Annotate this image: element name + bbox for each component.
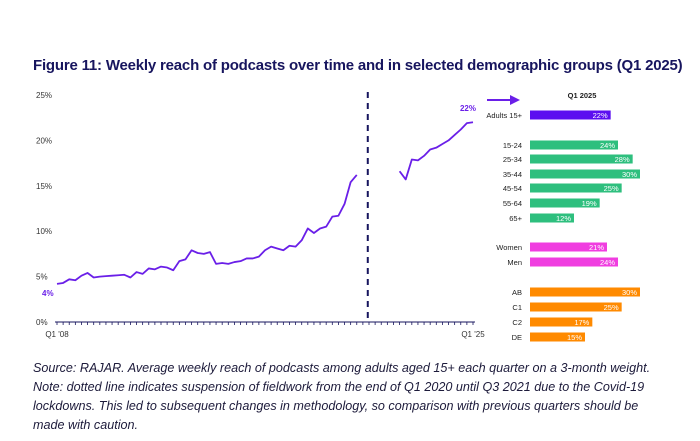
bar-category-label: C2 (512, 318, 522, 327)
bar-age-45-54 (530, 183, 622, 193)
series-line-adults-15plus-segment-1 (56, 174, 358, 285)
series-line-adults-15plus-segment-2 (398, 121, 474, 181)
y-tick-label: 5% (36, 273, 48, 282)
bar-value-label: 28% (615, 155, 630, 164)
bar-category-label: Men (507, 258, 522, 267)
bar-value-label: 15% (567, 333, 582, 342)
x-tick-label: Q1 '08 (45, 330, 69, 339)
bar-age-25-34 (530, 154, 633, 164)
bar-value-label: 25% (604, 184, 619, 193)
y-tick-label: 0% (36, 318, 48, 327)
bar-value-label: 24% (600, 258, 615, 267)
bar-age-55-64 (530, 198, 600, 208)
note-line-2: Note: dotted line indicates suspension o… (33, 380, 645, 394)
bar-category-label: 45-54 (503, 184, 522, 193)
bar-category-label: 15-24 (503, 141, 522, 150)
end-value-label: 22% (460, 104, 476, 113)
y-tick-label: 10% (36, 227, 52, 236)
x-tick-label: Q1 '25 (461, 330, 485, 339)
bar-value-label: 19% (582, 199, 597, 208)
y-tick-label: 15% (36, 182, 52, 191)
bar-category-label: DE (512, 333, 522, 342)
bar-gender-women (530, 242, 607, 252)
bar-total-adults-15- (530, 110, 611, 120)
note-line-3: lockdowns. This led to subsequent change… (33, 399, 639, 413)
note-line-4: made with caution. (33, 418, 139, 432)
arrow-head-icon (510, 95, 520, 105)
bar-category-label: 65+ (509, 214, 522, 223)
bar-value-label: 24% (600, 141, 615, 150)
bar-value-label: 30% (622, 288, 637, 297)
bar-value-label: 30% (622, 170, 637, 179)
bar-value-label: 25% (604, 303, 619, 312)
start-value-label: 4% (42, 289, 54, 298)
bar-age-65- (530, 213, 574, 223)
bar-age-35-44 (530, 169, 640, 179)
source-note: Source: RAJAR. Average weekly reach of p… (33, 359, 683, 435)
y-tick-label: 20% (36, 136, 52, 145)
bar-socio-economic-ab (530, 287, 640, 297)
figure-title: Figure 11: Weekly reach of podcasts over… (33, 57, 683, 74)
bar-panel-title: Q1 2025 (568, 91, 597, 100)
chart-svg: 0% 5% 10% 15% 20% 25% Q1 '08 Q1 '25 4% 22% Q1 2025… (36, 91, 640, 342)
bar-age-15-24 (530, 140, 618, 150)
bar-category-label: 55-64 (503, 199, 522, 208)
bar-socio-economic-c2 (530, 317, 593, 327)
bar-value-label: 21% (589, 243, 604, 252)
bar-category-label: C1 (512, 303, 522, 312)
bar-gender-men (530, 257, 618, 267)
bar-value-label: 12% (556, 214, 571, 223)
note-line-1: Source: RAJAR. Average weekly reach of p… (33, 361, 651, 375)
bar-category-label: Women (496, 243, 522, 252)
bar-socio-economic-de (530, 332, 585, 342)
bar-category-label: Adults 15+ (486, 111, 522, 120)
bar-value-label: 17% (574, 318, 589, 327)
bar-category-label: 35-44 (503, 170, 522, 179)
y-tick-label: 25% (36, 91, 52, 100)
bar-category-label: AB (512, 288, 522, 297)
bar-value-label: 22% (593, 111, 608, 120)
bar-category-label: 25-34 (503, 155, 522, 164)
bar-socio-economic-c1 (530, 302, 622, 312)
